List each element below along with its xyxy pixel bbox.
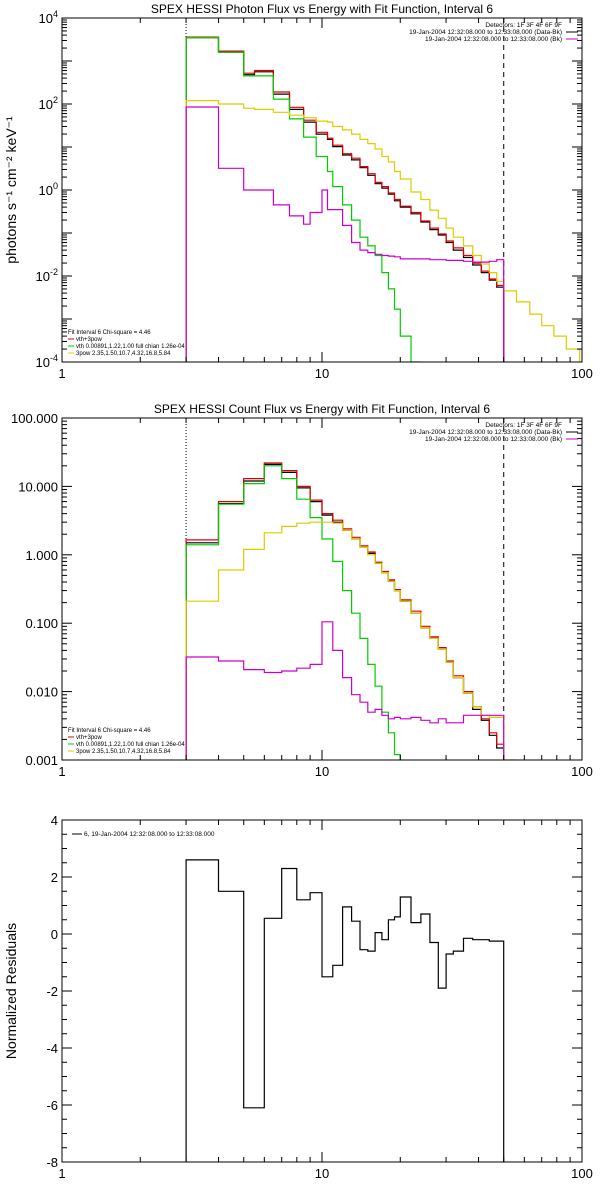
- legend-entry: Detectors: 1F 3F 4F 6F 9F: [485, 422, 562, 429]
- legend-entry: 6, 19-Jan-2004 12:32:08.000 to 12:33:08.…: [84, 831, 215, 838]
- series-vth: [185, 465, 401, 760]
- y-tick-label: -6: [46, 1098, 58, 1113]
- y-tick-label: 10-2: [36, 267, 58, 284]
- y-tick-label: -4: [46, 1041, 58, 1056]
- legend-entry: 3pow 2.35,1.50,10.7,4.32,16.8,5.84: [76, 351, 171, 357]
- legend-entry: vth 0.00891,1.22,1.00 full chian 1.26e-0…: [76, 742, 185, 748]
- series-3pow: [185, 100, 581, 362]
- x-tick-label: 100: [571, 366, 593, 381]
- y-tick-label: 0.100: [25, 616, 58, 631]
- chart-panel-3: 1 10 100 -8 -6 -4 -2 0 2 4 Normalized Residuals 6, …: [3, 813, 593, 1181]
- y-tick-label: 100: [39, 181, 58, 198]
- legend-entry: Fit Interval 6 Chi-square = 4.46: [68, 330, 151, 336]
- series-residuals: [185, 859, 505, 1162]
- y-tick-label: 104: [39, 9, 58, 26]
- legend-entry: 3pow 2.35,1.50,10.7,4.32,16.8,5.84: [76, 749, 171, 755]
- y-tick-label: 4: [51, 813, 58, 828]
- legend-entry: 19-Jan-2004 12:32:08.000 to 12:33:08.000…: [425, 36, 562, 43]
- legend-entry: vth+3pow: [76, 735, 103, 741]
- y-tick-label: -8: [46, 1155, 58, 1170]
- chart-title: SPEX HESSI Photon Flux vs Energy with Fi…: [151, 2, 493, 16]
- data-layer: [185, 18, 581, 362]
- y-tick-label: 2: [51, 870, 58, 885]
- legend-entry: vth 0.00891,1.22,1.00 full chian 1.26e-0…: [76, 344, 185, 350]
- series-data-bk: [185, 463, 505, 760]
- legend-entry: 19-Jan-2004 12:32:08.000 to 12:33:08.000…: [409, 429, 562, 436]
- y-tick-label: 10.000: [18, 479, 58, 494]
- legend-entry: Fit Interval 6 Chi-square = 4.46: [68, 728, 151, 734]
- series-data-bk: [185, 37, 505, 362]
- series-3pow: [185, 521, 517, 760]
- x-tick-label: 10: [315, 366, 329, 381]
- y-axis-label: photons s⁻¹ cm⁻² keV⁻¹: [3, 116, 19, 264]
- x-tick-label: 100: [571, 1166, 593, 1181]
- chart-panel-1: SPEX HESSI Photon Flux vs Energy with Fi…: [3, 2, 593, 381]
- data-layer: [185, 859, 505, 1162]
- x-tick-label: 1: [58, 1166, 65, 1181]
- y-tick-label: 0.010: [25, 685, 58, 700]
- legend-entry: 19-Jan-2004 12:32:08.000 to 12:33:08.000…: [425, 436, 562, 443]
- data-layer: [185, 418, 517, 760]
- series-vth-3pow: [185, 36, 505, 362]
- y-tick-label: 102: [39, 95, 58, 112]
- series-vth: [185, 37, 421, 362]
- series-bk: [185, 621, 505, 760]
- x-tick-label: 1: [58, 366, 65, 381]
- y-tick-label: -2: [46, 984, 58, 999]
- y-tick-label: 1.000: [25, 548, 58, 563]
- chart-title: SPEX HESSI Count Flux vs Energy with Fit…: [154, 402, 490, 416]
- y-tick-label: 10-4: [36, 353, 58, 370]
- legend-entry: 19-Jan-2004 12:32:08.000 to 12:33:08.000…: [409, 29, 562, 36]
- y-tick-label: 0.001: [25, 753, 58, 768]
- y-axis-label: Normalized Residuals: [3, 923, 19, 1059]
- x-tick-label: 10: [315, 764, 329, 779]
- chart-panel-2: SPEX HESSI Count Flux vs Energy with Fit…: [11, 402, 593, 779]
- y-tick-label: 100.000: [11, 411, 58, 426]
- x-tick-label: 100: [571, 764, 593, 779]
- x-tick-label: 1: [58, 764, 65, 779]
- legend-entry: vth+3pow: [76, 337, 103, 343]
- series-bk: [185, 106, 505, 362]
- y-tick-label: 0: [51, 927, 58, 942]
- series-vth-3pow: [185, 462, 505, 760]
- x-tick-label: 10: [315, 1166, 329, 1181]
- legend-entry: Detectors: 1F 3F 4F 6F 9F: [485, 22, 562, 29]
